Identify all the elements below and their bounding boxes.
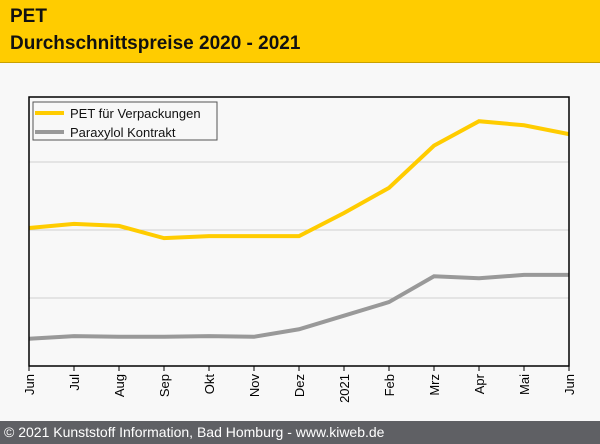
plot-area: [29, 97, 569, 366]
series-line-pet: [28, 119, 570, 241]
chart-title: PET: [10, 6, 47, 27]
legend-label: PET für Verpackungen: [70, 106, 201, 121]
x-tick-label: Jun: [22, 374, 37, 395]
footer-bar: © 2021 Kunststoff Information, Bad Hombu…: [0, 421, 600, 444]
x-tick-label: Feb: [382, 374, 397, 396]
x-tick-label: Mrz: [427, 374, 442, 396]
x-tick-label: Aug: [112, 374, 127, 397]
x-tick-label: Nov: [247, 374, 262, 398]
x-tick-label: Apr: [472, 373, 487, 394]
x-tick-label: Jul: [67, 374, 82, 391]
header-bar: PET Durchschnittspreise 2020 - 2021: [0, 0, 600, 63]
chart-subtitle: Durchschnittspreise 2020 - 2021: [10, 33, 301, 54]
x-tick-label: Jun: [562, 374, 577, 395]
x-tick-label: Mai: [517, 374, 532, 395]
x-tick-label: Dez: [292, 374, 307, 397]
line-chart: Jun Jul Aug Sep Okt Nov Dez 2021 Feb Mrz Apr Mai Jun…: [22, 96, 577, 403]
x-tick-label: Okt: [202, 374, 217, 395]
copyright-text: © 2021 Kunststoff Information, Bad Hombu…: [4, 424, 385, 440]
x-tick-label: 2021: [337, 374, 352, 403]
series-line-paraxylol: [28, 272, 569, 341]
x-tick-label: Sep: [157, 374, 172, 397]
legend-label: Paraxylol Kontrakt: [70, 125, 176, 140]
